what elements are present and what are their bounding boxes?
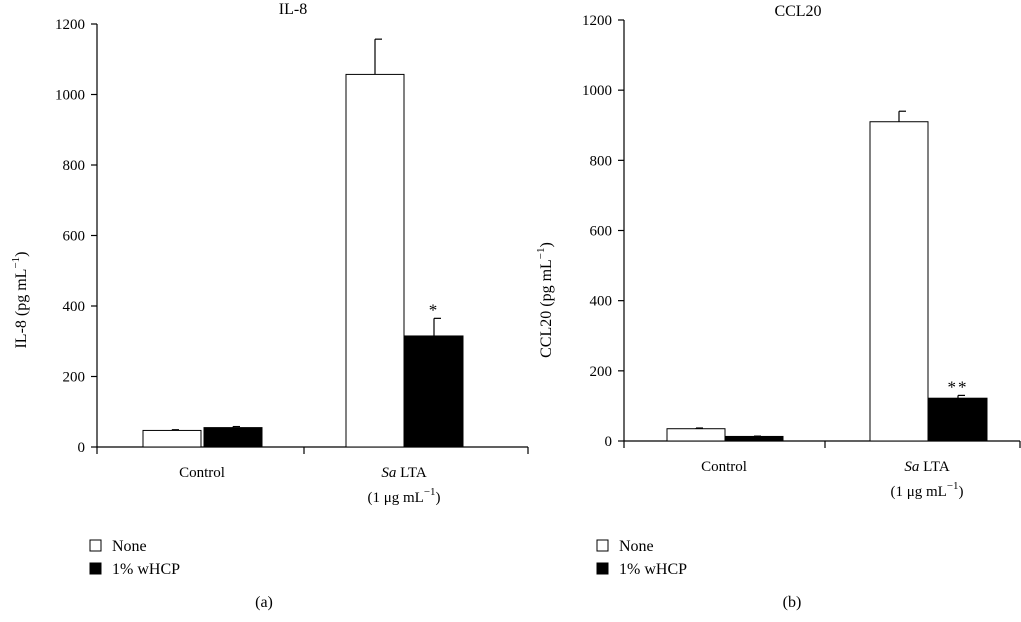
x-category-italic: Sa xyxy=(904,459,919,475)
bar-whcp-1 xyxy=(404,335,464,448)
legend-swatch-none xyxy=(89,539,102,552)
y-axis-label-sup: −1 xyxy=(535,247,547,259)
legend-swatch-whcp xyxy=(89,562,102,575)
x-category-sub-text: (1 μg mL xyxy=(890,484,946,500)
x-category-sub-close: ) xyxy=(436,490,441,506)
x-category-sub-sup: −1 xyxy=(947,480,959,492)
bar-none-0 xyxy=(142,429,202,448)
y-tick-label: 400 xyxy=(63,299,86,315)
chart-title: IL-8 xyxy=(279,1,307,18)
x-category-text: Control xyxy=(179,465,225,481)
bar-none-1 xyxy=(345,73,405,448)
x-category-sublabel: (1 μg mL−1) xyxy=(890,480,963,500)
y-tick-label: 0 xyxy=(78,440,86,456)
legend-label-whcp: 1% wHCP xyxy=(619,561,687,578)
x-category-label: Control xyxy=(701,459,747,475)
x-category-italic: Sa xyxy=(381,465,396,481)
legend: None 1% wHCP xyxy=(89,538,180,578)
y-axis-label: IL-8 (pg mL−1) xyxy=(10,251,30,348)
y-tick-label: 800 xyxy=(590,153,613,169)
y-tick-label: 0 xyxy=(605,434,613,450)
y-tick-label: 600 xyxy=(63,229,86,245)
x-category-sub-close: ) xyxy=(959,484,964,500)
y-tick-label: 200 xyxy=(63,370,86,386)
x-category-label: Control xyxy=(179,465,225,481)
significance-marker: ** xyxy=(948,377,969,396)
x-category-sub-sup: −1 xyxy=(424,486,436,498)
x-category-text: Control xyxy=(701,459,747,475)
bar-none-1 xyxy=(869,121,929,442)
y-axis-label-main: CCL20 (pg mL xyxy=(538,259,555,358)
x-category-sublabel: (1 μg mL−1) xyxy=(367,486,440,506)
legend-swatch-none xyxy=(596,539,609,552)
x-category-text: LTA xyxy=(396,465,426,481)
legend-label-whcp: 1% wHCP xyxy=(112,561,180,578)
y-axis-label-main: IL-8 (pg mL xyxy=(13,269,30,349)
bar-whcp-0 xyxy=(203,427,263,448)
y-tick-label: 400 xyxy=(590,294,613,310)
x-category-label: Sa LTA xyxy=(904,459,949,475)
y-tick-label: 600 xyxy=(590,224,613,240)
bar-whcp-0 xyxy=(724,435,784,442)
bar-whcp-1 xyxy=(928,397,988,442)
y-axis-label-sup: −1 xyxy=(10,257,22,269)
panel-label: (a) xyxy=(255,594,273,611)
y-tick-label: 800 xyxy=(63,158,86,174)
y-tick-label: 1200 xyxy=(55,17,85,33)
panel-label: (b) xyxy=(783,594,802,611)
bar-none-0 xyxy=(666,428,726,442)
legend: None 1% wHCP xyxy=(596,538,687,578)
significance-marker: * xyxy=(429,300,440,319)
legend-swatch-whcp xyxy=(596,562,609,575)
legend-label-none: None xyxy=(619,538,654,555)
y-tick-label: 200 xyxy=(590,364,613,380)
chart-title: CCL20 xyxy=(774,3,821,20)
y-axis-label-close: ) xyxy=(538,242,555,247)
legend-label-none: None xyxy=(112,538,147,555)
x-category-label: Sa LTA xyxy=(381,465,426,481)
y-tick-label: 1000 xyxy=(582,83,612,99)
x-category-sub-text: (1 μg mL xyxy=(367,490,423,506)
y-axis-label-close: ) xyxy=(13,251,30,256)
y-axis-label: CCL20 (pg mL−1) xyxy=(535,242,555,358)
y-tick-label: 1000 xyxy=(55,88,85,104)
y-tick-label: 1200 xyxy=(582,13,612,29)
x-category-text: LTA xyxy=(919,459,949,475)
